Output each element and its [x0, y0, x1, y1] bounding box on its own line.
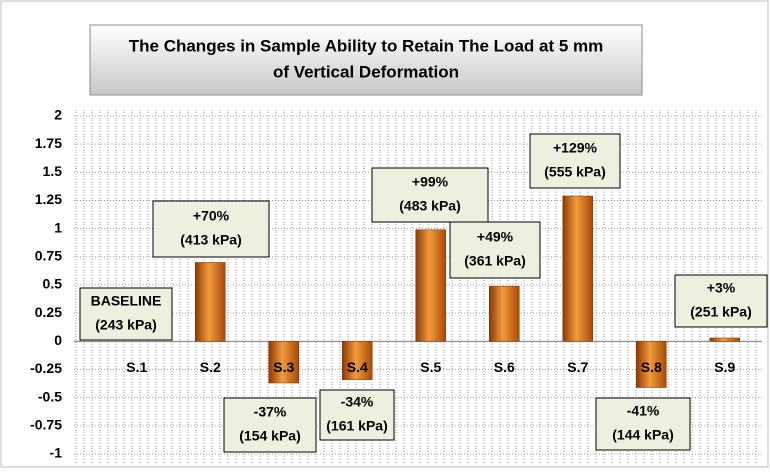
- label-box: [674, 274, 768, 328]
- chart-title: The Changes in Sample Ability to Retain …: [129, 36, 604, 55]
- data-label: (413 kPa): [180, 232, 241, 248]
- data-label: (361 kPa): [464, 253, 525, 269]
- y-tick-label: 1: [54, 219, 62, 235]
- data-label: (154 kPa): [239, 428, 300, 444]
- y-tick-label: -0.25: [30, 360, 62, 376]
- y-tick-label: 0.5: [43, 276, 63, 292]
- label-box: [319, 389, 395, 441]
- bar: [489, 285, 520, 342]
- x-tick-label: S.7: [567, 359, 588, 375]
- y-tick-label: 2: [54, 107, 62, 123]
- x-tick-label: S.8: [641, 359, 662, 375]
- data-label: +99%: [412, 174, 449, 190]
- label-box: [529, 133, 621, 189]
- title-box: [89, 24, 643, 96]
- data-label: +70%: [193, 208, 230, 224]
- x-tick-label: S.9: [714, 359, 735, 375]
- bar: [562, 195, 593, 342]
- data-label: (243 kPa): [95, 317, 156, 333]
- data-label: +3%: [707, 280, 736, 296]
- x-tick-label: S.4: [347, 359, 368, 375]
- bar: [268, 341, 299, 384]
- data-label: -41%: [627, 403, 660, 419]
- y-tick-label: 1.75: [35, 135, 62, 151]
- x-tick-label: S.3: [273, 359, 294, 375]
- x-tick-label: S.2: [200, 359, 221, 375]
- data-label: -37%: [254, 404, 287, 420]
- y-tick-label: 1.5: [43, 163, 63, 179]
- data-label: +49%: [477, 229, 514, 245]
- data-label: (483 kPa): [399, 198, 460, 214]
- data-label: BASELINE: [91, 293, 162, 309]
- label-box: [371, 167, 489, 223]
- bar: [415, 229, 446, 342]
- data-label: -34%: [341, 394, 374, 410]
- bar: [342, 341, 373, 380]
- data-label: (144 kPa): [612, 427, 673, 443]
- chart-title: of Vertical Deformation: [273, 62, 459, 81]
- label-box: [595, 397, 691, 451]
- y-tick-label: 1.25: [35, 191, 62, 207]
- label-box: [223, 397, 317, 453]
- x-tick-label: S.6: [494, 359, 515, 375]
- x-tick-label: S.1: [126, 359, 147, 375]
- data-label: (555 kPa): [544, 164, 605, 180]
- data-label: (161 kPa): [326, 418, 387, 434]
- label-box: [449, 221, 541, 279]
- bar: [195, 262, 226, 342]
- y-tick-label: 0.25: [35, 304, 62, 320]
- x-tick-label: S.5: [420, 359, 441, 375]
- label-box: [152, 200, 270, 258]
- bar: [709, 337, 740, 342]
- data-label: (251 kPa): [690, 304, 751, 320]
- y-tick-label: -1: [50, 445, 63, 461]
- y-tick-label: 0: [54, 332, 62, 348]
- y-tick-label: -0.75: [30, 417, 62, 433]
- y-tick-label: -0.5: [38, 388, 62, 404]
- label-box: [79, 287, 173, 341]
- y-tick-label: 0.75: [35, 248, 62, 264]
- data-label: +129%: [553, 140, 598, 156]
- bar: [636, 341, 667, 388]
